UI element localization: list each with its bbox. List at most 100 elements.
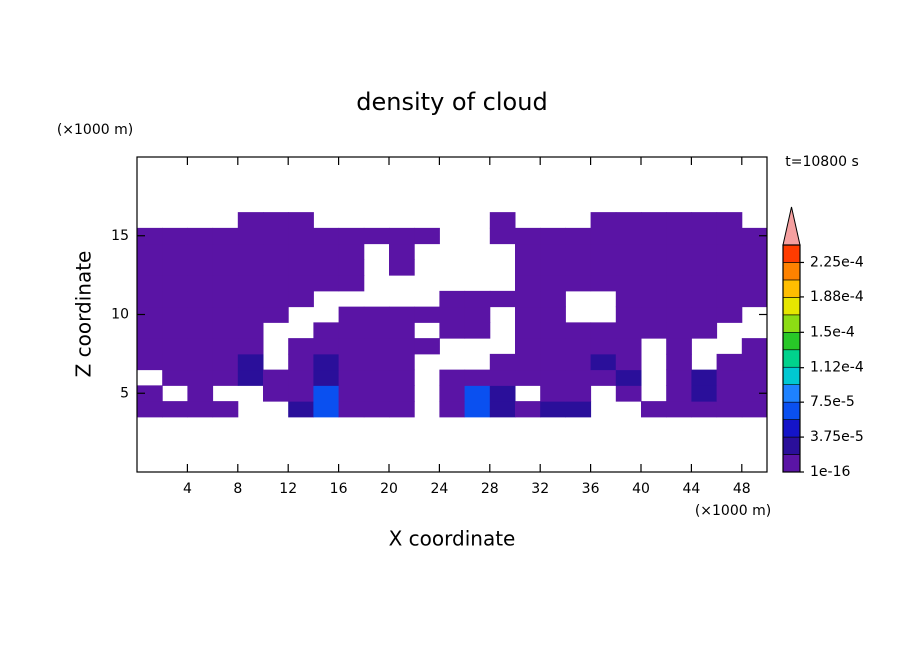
colorbar-band: [782, 279, 801, 298]
contour-cell: [212, 275, 239, 292]
contour-cell: [590, 227, 617, 245]
contour-cell: [489, 212, 516, 229]
contour-cell: [137, 227, 163, 245]
contour-cell: [137, 353, 163, 371]
x-tick-label: 32: [531, 481, 549, 497]
contour-cell: [615, 338, 642, 355]
contour-cell: [313, 259, 340, 276]
contour-cell: [515, 290, 541, 308]
contour-cell: [414, 227, 440, 245]
contour-cell: [187, 259, 214, 276]
contour-cell: [489, 353, 516, 371]
contour-cell: [187, 369, 214, 386]
contour-cell: [237, 353, 264, 371]
colorbar-band: [782, 262, 801, 281]
contour-cell: [439, 369, 466, 386]
contour-cell: [263, 290, 289, 308]
contour-cell: [540, 290, 566, 308]
contour-cell: [691, 306, 718, 323]
contour-cell: [137, 243, 163, 260]
contour-cell: [540, 259, 566, 276]
contour-cell: [666, 243, 692, 260]
contour-cell: [137, 259, 163, 276]
y-tick-label: 5: [120, 385, 129, 401]
contour-cell: [288, 290, 314, 308]
contour-cell: [641, 275, 667, 292]
contour-cell: [741, 227, 768, 245]
contour-cell: [615, 212, 642, 229]
contour-cell: [641, 212, 667, 229]
contour-cell: [389, 385, 415, 402]
contour-cell: [187, 227, 214, 245]
contour-cell: [212, 259, 239, 276]
contour-cell: [263, 227, 289, 245]
contour-cell: [716, 212, 743, 229]
contour-cell: [716, 385, 743, 402]
contour-cell: [212, 401, 239, 418]
contour-cell: [464, 401, 491, 418]
colorbar-band: [782, 314, 801, 333]
contour-cell: [338, 227, 365, 245]
contour-cell: [363, 369, 390, 386]
contour-cell: [615, 275, 642, 292]
contour-cell: [363, 353, 390, 371]
colorbar-band: [782, 244, 801, 263]
contour-cell: [137, 306, 163, 323]
contour-cell: [590, 243, 617, 260]
contour-cell: [666, 401, 692, 418]
contour-cell: [162, 290, 188, 308]
colorbar-band: [782, 401, 801, 420]
contour-cell: [288, 338, 314, 355]
contour-cell: [288, 259, 314, 276]
contour-cell: [237, 306, 264, 323]
contour-cell: [187, 385, 214, 402]
contour-cell: [187, 353, 214, 371]
contour-cell: [313, 369, 340, 386]
contour-cell: [515, 338, 541, 355]
contour-cell: [288, 385, 314, 402]
contour-cell: [540, 401, 566, 418]
contour-cell: [137, 275, 163, 292]
contour-cell: [237, 275, 264, 292]
contour-cell: [540, 306, 566, 323]
contour-cell: [288, 353, 314, 371]
contour-cell: [489, 227, 516, 245]
contour-cell: [615, 259, 642, 276]
contour-cell: [464, 369, 491, 386]
colorbar-band: [782, 454, 801, 473]
contour-cell: [641, 306, 667, 323]
contour-cell: [338, 401, 365, 418]
contour-cell: [263, 385, 289, 402]
contour-cell: [615, 290, 642, 308]
contour-cell: [414, 338, 440, 355]
contour-cell: [489, 401, 516, 418]
contour-cell: [666, 353, 692, 371]
colorbar-tick-label: 7.5e-5: [810, 394, 855, 410]
contour-cell: [162, 353, 188, 371]
contour-cell: [615, 322, 642, 339]
contour-cell: [691, 290, 718, 308]
contour-cell: [666, 275, 692, 292]
contour-cell: [162, 322, 188, 339]
contour-cell: [237, 259, 264, 276]
contour-cell: [716, 243, 743, 260]
contour-cell: [565, 227, 592, 245]
contour-cell: [641, 290, 667, 308]
contour-cell: [162, 259, 188, 276]
contour-cell: [162, 338, 188, 355]
x-tick-label: 8: [233, 481, 242, 497]
colorbar-tick-label: 1e-16: [810, 464, 850, 480]
contour-cell: [565, 275, 592, 292]
x-axis-label: X coordinate: [389, 527, 516, 551]
contour-cell: [137, 401, 163, 418]
contour-cell: [741, 401, 768, 418]
contour-cell: [741, 290, 768, 308]
contour-cell: [615, 227, 642, 245]
contour-cell: [666, 290, 692, 308]
contour-cell: [237, 369, 264, 386]
x-tick-label: 36: [582, 481, 600, 497]
contour-cell: [741, 243, 768, 260]
contour-cell: [741, 259, 768, 276]
colorbar-band: [782, 366, 801, 385]
contour-cell: [187, 306, 214, 323]
